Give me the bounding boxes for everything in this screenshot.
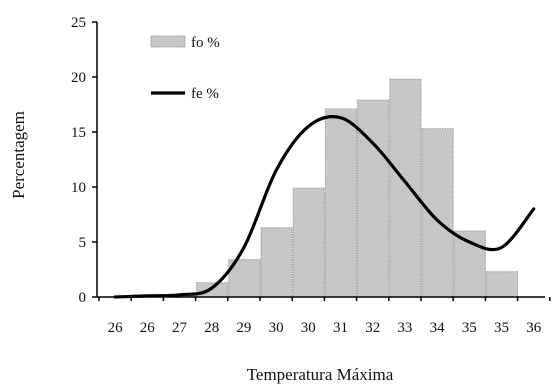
- x-tick-label-8: 32: [365, 320, 380, 336]
- bar-5: [260, 227, 293, 298]
- x-tick-label-11: 35: [462, 320, 477, 336]
- line-layer: [113, 115, 536, 299]
- bar-6: [292, 187, 325, 298]
- bar-8: [357, 99, 390, 298]
- x-tick-label-3: 28: [204, 320, 219, 336]
- x-tick-label-0: 26: [108, 320, 124, 336]
- x-tick-label-2: 27: [172, 320, 188, 336]
- x-tick-label-7: 31: [333, 320, 348, 336]
- bar-9: [389, 78, 422, 298]
- x-tick-label-4: 29: [236, 320, 251, 336]
- x-tick-label-5: 30: [269, 320, 284, 336]
- y-tick-label-4: 20: [71, 70, 86, 86]
- y-tick-label-3: 15: [71, 125, 86, 141]
- legend-label-fe: fe %: [191, 86, 219, 102]
- legend-swatch-fo: [150, 35, 186, 48]
- x-tick-label-13: 36: [526, 320, 542, 336]
- y-tick-label-2: 10: [71, 180, 86, 196]
- axes-layer: 0 5 10 15 20 25 26 26 27 28 29 30 30 31 32 33 34 35 35 36: [71, 15, 551, 336]
- bar-3: [196, 282, 229, 298]
- bar-12: [485, 271, 519, 298]
- x-tick-label-9: 33: [397, 320, 412, 336]
- bars-layer: [131, 78, 519, 298]
- bar-10: [421, 128, 454, 298]
- y-axis-title: Percentagem: [9, 111, 28, 199]
- y-tick-label-0: 0: [79, 290, 87, 306]
- x-tick-label-6: 30: [301, 320, 316, 336]
- legend: fo % fe %: [150, 35, 220, 102]
- x-axis-title: Temperatura Máxima: [247, 365, 394, 384]
- x-tick-label-12: 35: [494, 320, 509, 336]
- series-line-fe: [113, 115, 536, 299]
- legend-label-fo: fo %: [191, 35, 220, 51]
- y-tick-label-5: 25: [71, 15, 86, 31]
- x-tick-label-10: 34: [430, 320, 446, 336]
- bar-7: [324, 108, 358, 298]
- y-tick-label-1: 5: [79, 235, 87, 251]
- x-tick-label-1: 26: [140, 320, 156, 336]
